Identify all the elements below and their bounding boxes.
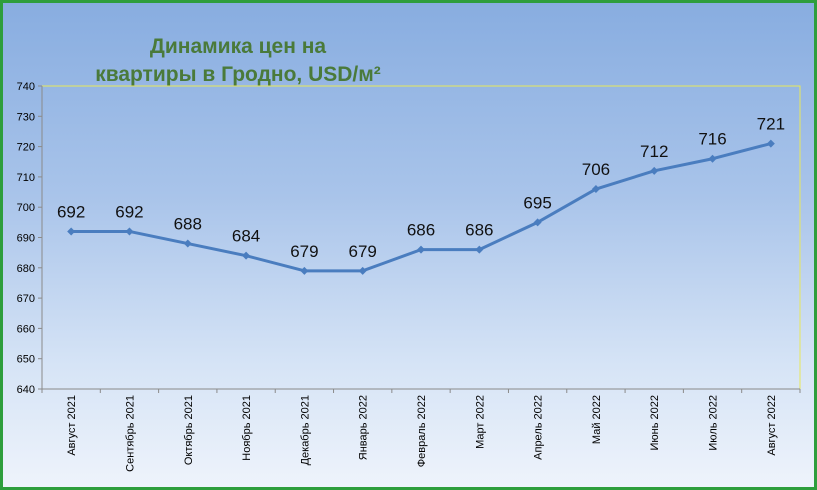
y-tick-label: 700 <box>17 202 35 214</box>
x-tick-label: Август 2022 <box>766 395 778 456</box>
data-label: 686 <box>407 221 435 240</box>
data-label: 716 <box>698 130 726 149</box>
data-label: 721 <box>757 115 785 134</box>
data-label: 679 <box>290 242 318 261</box>
data-label: 688 <box>174 215 202 234</box>
chart-title-line1: Динамика цен на <box>149 35 327 58</box>
x-tick-label: Сентябрь 2021 <box>124 395 136 472</box>
x-tick-label: Ноябрь 2021 <box>241 395 253 461</box>
x-tick-label: Октябрь 2021 <box>183 395 195 465</box>
x-tick-label: Апрель 2022 <box>533 395 545 460</box>
plot-border <box>42 85 801 389</box>
data-label: 692 <box>115 202 143 221</box>
data-point <box>417 245 425 254</box>
data-point <box>650 166 659 175</box>
data-label: 692 <box>57 202 85 221</box>
data-label: 695 <box>523 193 551 212</box>
data-label: 712 <box>640 142 668 161</box>
y-tick-label: 730 <box>17 111 35 123</box>
x-tick-label: Май 2022 <box>591 395 603 444</box>
data-point <box>533 218 542 227</box>
x-tick-label: Декабрь 2021 <box>299 395 311 465</box>
y-tick-label: 740 <box>17 81 35 93</box>
x-tick-label: Март 2022 <box>474 395 486 449</box>
y-tick-label: 660 <box>17 323 35 335</box>
data-label: 679 <box>349 242 377 261</box>
data-point <box>766 139 775 148</box>
data-point <box>242 251 251 260</box>
y-tick-label: 680 <box>17 263 35 275</box>
data-point <box>67 227 76 236</box>
x-tick-label: Август 2021 <box>66 395 78 456</box>
data-point <box>125 227 134 236</box>
x-tick-label: Июнь 2022 <box>649 395 661 451</box>
y-tick-label: 690 <box>17 233 35 245</box>
data-point <box>183 239 192 248</box>
data-point <box>475 245 484 254</box>
data-label: 684 <box>232 227 260 246</box>
chart-title-line2: квартиры в Гродно, USD/м² <box>95 63 381 86</box>
x-tick-label: Июль 2022 <box>708 395 720 451</box>
x-tick-label: Январь 2022 <box>358 395 370 460</box>
data-point <box>358 266 367 275</box>
x-tick-label: Февраль 2022 <box>416 395 428 467</box>
data-point <box>708 154 717 163</box>
data-label: 706 <box>582 160 610 179</box>
data-point <box>591 185 600 194</box>
y-tick-label: 640 <box>17 384 35 396</box>
y-tick-label: 720 <box>17 142 35 154</box>
y-tick-label: 650 <box>17 354 35 366</box>
data-point <box>300 266 309 275</box>
y-tick-label: 710 <box>17 172 35 184</box>
data-label: 686 <box>465 221 493 240</box>
y-tick-label: 670 <box>17 293 35 305</box>
